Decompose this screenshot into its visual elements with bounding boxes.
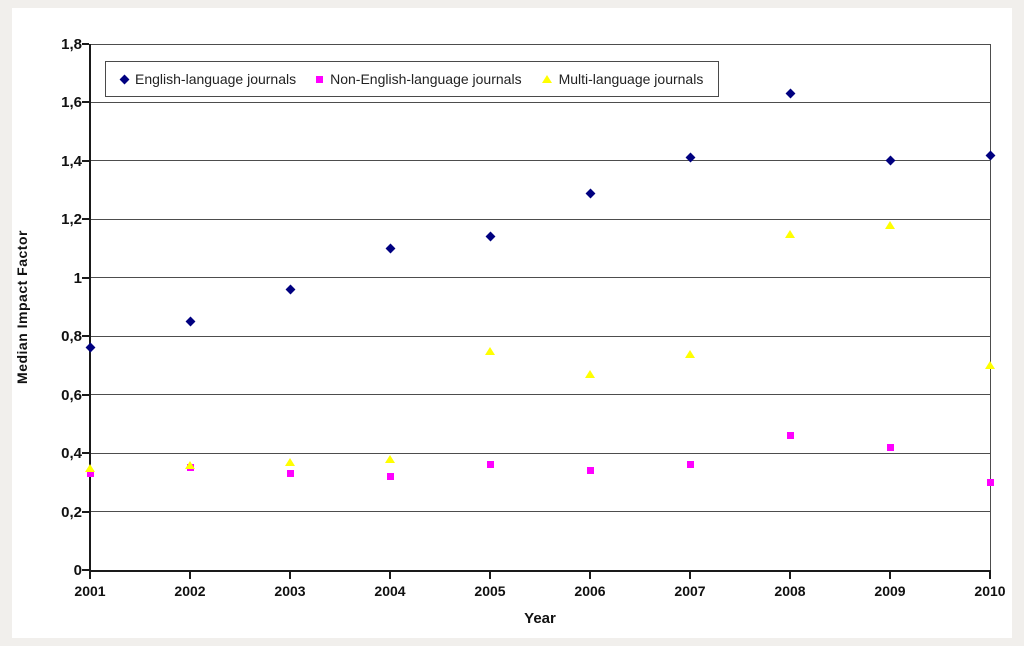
data-point-triangle xyxy=(385,454,395,463)
x-axis-tick-label: 2004 xyxy=(374,583,406,599)
y-gridline xyxy=(90,160,990,162)
x-axis-tick xyxy=(89,572,91,579)
y-axis-line xyxy=(89,44,91,570)
y-axis-tick-label: 0,4 xyxy=(61,445,82,463)
x-axis-title: Year xyxy=(524,610,556,627)
x-axis-tick xyxy=(789,572,791,579)
legend-item-label: English-language journals xyxy=(135,71,297,87)
y-axis-tick-label: 1,2 xyxy=(61,211,82,229)
y-axis-tick xyxy=(82,452,89,455)
x-axis-tick xyxy=(989,572,991,579)
x-axis-tick-label: 2007 xyxy=(674,583,706,599)
y-axis-tick-label: 1,8 xyxy=(61,36,82,53)
x-axis-tick xyxy=(589,572,591,579)
y-gridline xyxy=(90,101,990,103)
data-point-square xyxy=(286,470,294,478)
x-axis-tick xyxy=(489,572,491,579)
y-axis-tick xyxy=(82,276,89,279)
y-gridline xyxy=(90,394,990,396)
data-point-triangle xyxy=(885,221,895,230)
y-axis-tick-label: 0,8 xyxy=(61,328,82,346)
x-axis-tick xyxy=(889,572,891,579)
data-point-square xyxy=(586,467,594,475)
y-axis-tick xyxy=(82,43,89,45)
plot-right-border xyxy=(990,44,991,570)
y-gridline xyxy=(90,277,990,279)
triangle-marker-icon xyxy=(541,75,552,83)
x-axis-tick xyxy=(389,572,391,579)
y-gridline xyxy=(90,218,990,220)
y-axis-tick-label: 1,6 xyxy=(61,94,82,112)
data-point-triangle xyxy=(185,460,195,469)
x-axis-tick-label: 2005 xyxy=(474,583,506,599)
legend-item-label: Multi-language journals xyxy=(558,71,704,87)
legend-item: Non-English-language journals xyxy=(316,71,522,87)
y-axis-tick-label: 1,4 xyxy=(61,152,82,170)
y-gridline xyxy=(90,511,990,513)
x-axis-line xyxy=(89,570,991,572)
y-gridline xyxy=(90,452,990,454)
y-axis-tick xyxy=(82,510,89,513)
chart-figure xyxy=(12,8,1012,638)
y-axis-tick xyxy=(82,101,89,104)
data-point-triangle xyxy=(285,457,295,466)
x-axis-tick xyxy=(689,572,691,579)
data-point-square xyxy=(886,443,894,451)
legend-item: English-language journals xyxy=(119,71,297,87)
square-marker-icon xyxy=(316,75,324,83)
x-axis-tick-label: 2008 xyxy=(774,583,806,599)
x-axis-tick-label: 2006 xyxy=(574,583,606,599)
data-point-triangle xyxy=(485,346,495,355)
data-point-triangle xyxy=(985,361,995,370)
data-point-triangle xyxy=(585,370,595,379)
y-axis-title: Median Impact Factor xyxy=(14,230,30,384)
legend-item: Multi-language journals xyxy=(541,71,704,87)
legend-item-label: Non-English-language journals xyxy=(330,71,522,87)
x-axis-tick-label: 2001 xyxy=(74,583,106,599)
y-axis-tick-label: 0,6 xyxy=(61,386,82,404)
x-axis-tick-label: 2010 xyxy=(974,583,1006,599)
legend-box: English-language journals Non-English-lan… xyxy=(105,61,720,97)
y-axis-tick-label: 1 xyxy=(73,269,82,287)
data-point-square xyxy=(86,470,94,478)
x-axis-tick-label: 2009 xyxy=(874,583,906,599)
y-axis-tick xyxy=(82,393,89,396)
y-axis-tick-label: 0 xyxy=(73,562,82,579)
data-point-square xyxy=(686,461,694,469)
data-point-triangle xyxy=(785,229,795,238)
x-axis-tick-label: 2002 xyxy=(174,583,206,599)
y-axis-tick-label: 0,2 xyxy=(61,503,82,521)
data-point-square xyxy=(386,472,394,480)
x-axis-tick xyxy=(189,572,191,579)
y-axis-tick xyxy=(82,159,89,162)
y-gridline xyxy=(90,335,990,337)
data-point-square xyxy=(986,478,994,486)
data-point-triangle xyxy=(85,463,95,472)
diamond-marker-icon xyxy=(119,74,130,84)
x-axis-tick xyxy=(289,572,291,579)
data-point-square xyxy=(786,432,794,440)
x-axis-tick-label: 2003 xyxy=(274,583,306,599)
y-axis-tick xyxy=(82,335,89,338)
data-point-square xyxy=(486,461,494,469)
y-axis-tick xyxy=(82,218,89,221)
data-point-triangle xyxy=(685,349,695,358)
y-gridline xyxy=(90,43,990,45)
y-axis-tick xyxy=(82,569,89,571)
